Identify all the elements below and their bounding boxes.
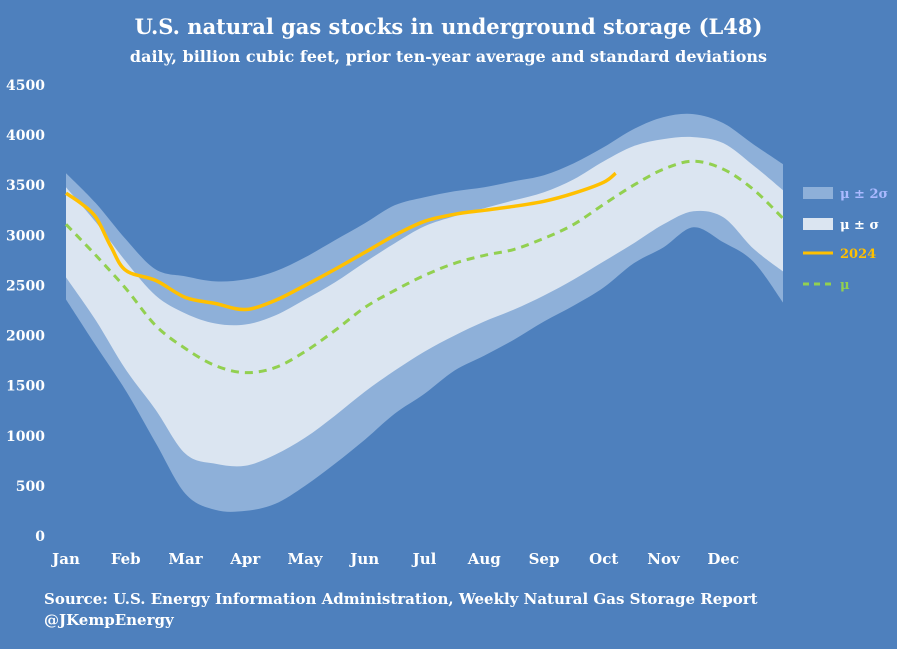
y-tick-label: 4500 xyxy=(6,78,45,94)
chart-title: U.S. natural gas stocks in underground s… xyxy=(134,14,763,39)
x-tick-label: Aug xyxy=(467,550,502,568)
x-tick-label: Jun xyxy=(348,550,379,568)
x-tick-label: Jul xyxy=(411,550,437,568)
y-tick-label: 4000 xyxy=(6,128,45,144)
x-tick-label: Apr xyxy=(229,550,261,568)
y-tick-label: 3500 xyxy=(6,178,45,194)
y-axis-ticks: 0 500 1000 1500 2000 2500 3000 3500 4000 4500 xyxy=(6,78,45,545)
x-tick-label: Mar xyxy=(168,550,203,568)
legend-label: μ ± 2σ xyxy=(840,187,888,202)
legend-swatch xyxy=(803,187,833,199)
y-tick-label: 2500 xyxy=(6,278,45,294)
x-tick-label: Jan xyxy=(50,550,80,568)
x-tick-label: May xyxy=(287,550,323,568)
y-tick-label: 0 xyxy=(35,529,45,545)
y-tick-label: 500 xyxy=(16,479,45,495)
legend-label: μ xyxy=(840,278,850,293)
band-1sd xyxy=(66,136,783,467)
series-mean-line xyxy=(64,159,785,375)
series-2024-line xyxy=(65,171,617,312)
x-tick-label: Oct xyxy=(589,550,618,568)
legend: μ ± 2σ μ ± σ 2024 μ xyxy=(803,187,888,293)
x-tick-label: Feb xyxy=(111,550,141,568)
source-note: Source: U.S. Energy Information Administ… xyxy=(44,590,758,608)
legend-swatch xyxy=(803,218,833,230)
legend-label: 2024 xyxy=(840,247,876,262)
y-tick-label: 1000 xyxy=(6,429,45,445)
author-handle: @JKempEnergy xyxy=(44,611,174,629)
legend-label: μ ± σ xyxy=(840,218,879,233)
y-tick-label: 1500 xyxy=(6,379,45,395)
y-tick-label: 2000 xyxy=(6,329,45,345)
x-tick-label: Nov xyxy=(647,550,681,568)
chart-subtitle: daily, billion cubic feet, prior ten-yea… xyxy=(129,47,768,66)
y-tick-label: 3000 xyxy=(6,228,45,244)
x-axis-ticks: Jan Feb Mar Apr May Jun Jul Aug Sep Oct Nov Dec xyxy=(50,550,739,568)
x-tick-label: Dec xyxy=(707,550,739,568)
x-tick-label: Sep xyxy=(529,550,560,568)
